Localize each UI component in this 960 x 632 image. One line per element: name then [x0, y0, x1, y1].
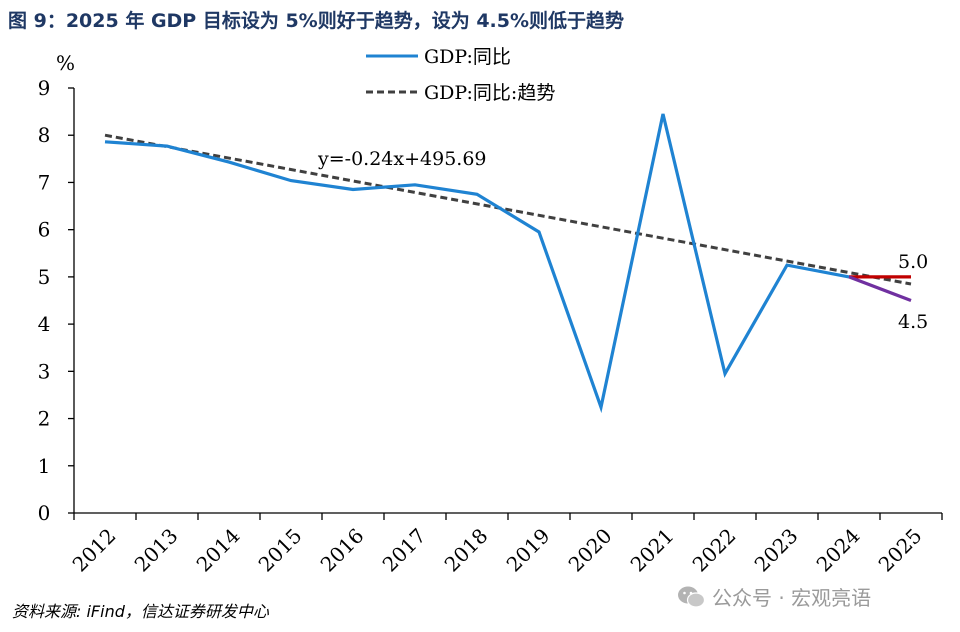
y-tick-label: 5 [38, 265, 51, 289]
y-tick-label: 0 [38, 501, 51, 525]
y-tick-label: 8 [38, 123, 51, 147]
series-line-gdp-yoy [104, 113, 850, 414]
x-tick-label: 2021 [626, 524, 679, 577]
x-tick-label: 2017 [378, 524, 431, 577]
x-tick-label: 2014 [192, 524, 245, 577]
legend: GDP:同比 GDP:同比:趋势 [366, 46, 555, 104]
source-note: 资料来源: iFind，信达证券研发中心 [12, 602, 269, 621]
chart-title: 图 9：2025 年 GDP 目标设为 5%则好于趋势，设为 4.5%则低于趋势 [8, 10, 625, 32]
y-tick-label: 3 [38, 359, 51, 383]
y-tick-label: 6 [38, 218, 51, 242]
y-axis-unit: % [56, 51, 75, 75]
x-tick-label: 2019 [502, 524, 555, 577]
series-line-target-4-5 [848, 275, 912, 302]
series-line-gdp-yoy-trend [104, 133, 912, 286]
x-tick-label: 2024 [812, 524, 865, 577]
trend-equation: y=-0.24x+495.69 [317, 148, 487, 170]
x-tick-label: 2022 [688, 524, 741, 577]
wechat-icon [678, 586, 706, 608]
annotations: y=-0.24x+495.69 5.0 4.5 [317, 148, 928, 333]
x-tick-label: 2023 [750, 524, 803, 577]
chart-marks [104, 113, 912, 414]
y-tick-label: 2 [38, 407, 51, 431]
y-tick-label: 1 [38, 454, 51, 478]
target-4-5-label: 4.5 [898, 311, 928, 333]
x-tick-label: 2020 [564, 524, 617, 577]
x-tick-label: 2016 [316, 524, 369, 577]
y-tick-label: 9 [38, 76, 51, 100]
target-5-label: 5.0 [898, 251, 928, 273]
watermark-text: 公众号 · 宏观亮语 [712, 586, 872, 610]
x-tick-label: 2025 [874, 524, 927, 577]
x-tick-label: 2015 [254, 524, 307, 577]
legend-label: GDP:同比 [424, 46, 511, 68]
x-tick-label: 2012 [68, 524, 121, 577]
legend-label: GDP:同比:趋势 [424, 82, 555, 104]
watermark: 公众号 · 宏观亮语 [676, 582, 871, 611]
y-tick-label: 7 [38, 170, 51, 194]
y-tick-label: 4 [38, 312, 51, 336]
x-tick-label: 2018 [440, 524, 493, 577]
x-tick-label: 2013 [130, 524, 183, 577]
